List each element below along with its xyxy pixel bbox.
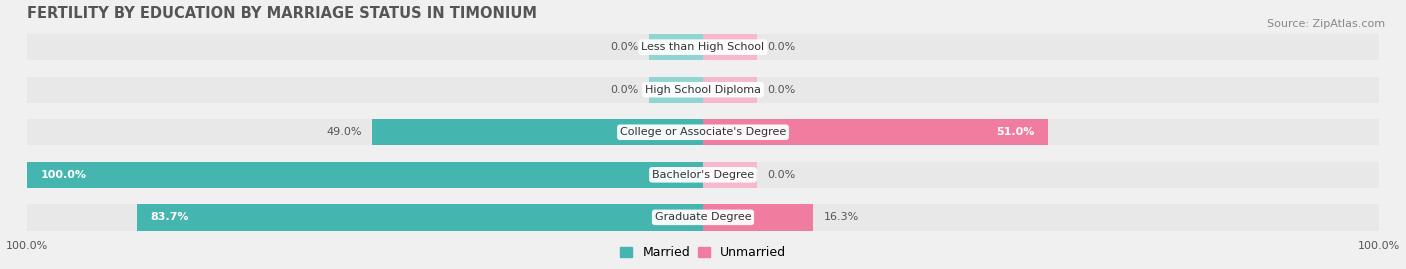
Text: College or Associate's Degree: College or Associate's Degree <box>620 127 786 137</box>
Legend: Married, Unmarried: Married, Unmarried <box>614 241 792 264</box>
Text: High School Diploma: High School Diploma <box>645 85 761 95</box>
Bar <box>703 76 756 103</box>
Text: 0.0%: 0.0% <box>768 42 796 52</box>
Text: Less than High School: Less than High School <box>641 42 765 52</box>
Bar <box>27 204 1379 231</box>
Bar <box>703 162 756 188</box>
Text: 0.0%: 0.0% <box>768 85 796 95</box>
Bar <box>371 119 703 146</box>
Text: FERTILITY BY EDUCATION BY MARRIAGE STATUS IN TIMONIUM: FERTILITY BY EDUCATION BY MARRIAGE STATU… <box>27 6 537 20</box>
Bar <box>703 34 756 60</box>
Text: 0.0%: 0.0% <box>610 85 638 95</box>
Text: 0.0%: 0.0% <box>610 42 638 52</box>
Bar <box>27 162 1379 188</box>
Text: 0.0%: 0.0% <box>768 170 796 180</box>
Bar <box>703 119 1047 146</box>
Bar <box>136 204 703 231</box>
Bar <box>27 34 1379 60</box>
Text: 100.0%: 100.0% <box>41 170 86 180</box>
Bar <box>650 34 703 60</box>
Bar <box>27 76 1379 103</box>
Text: 83.7%: 83.7% <box>150 212 188 222</box>
Text: 49.0%: 49.0% <box>326 127 361 137</box>
Bar <box>703 204 813 231</box>
Bar <box>27 162 703 188</box>
Text: Graduate Degree: Graduate Degree <box>655 212 751 222</box>
Bar <box>27 119 1379 146</box>
Text: Source: ZipAtlas.com: Source: ZipAtlas.com <box>1267 19 1385 29</box>
Text: Bachelor's Degree: Bachelor's Degree <box>652 170 754 180</box>
Text: 51.0%: 51.0% <box>995 127 1035 137</box>
Text: 16.3%: 16.3% <box>824 212 859 222</box>
Bar <box>650 76 703 103</box>
